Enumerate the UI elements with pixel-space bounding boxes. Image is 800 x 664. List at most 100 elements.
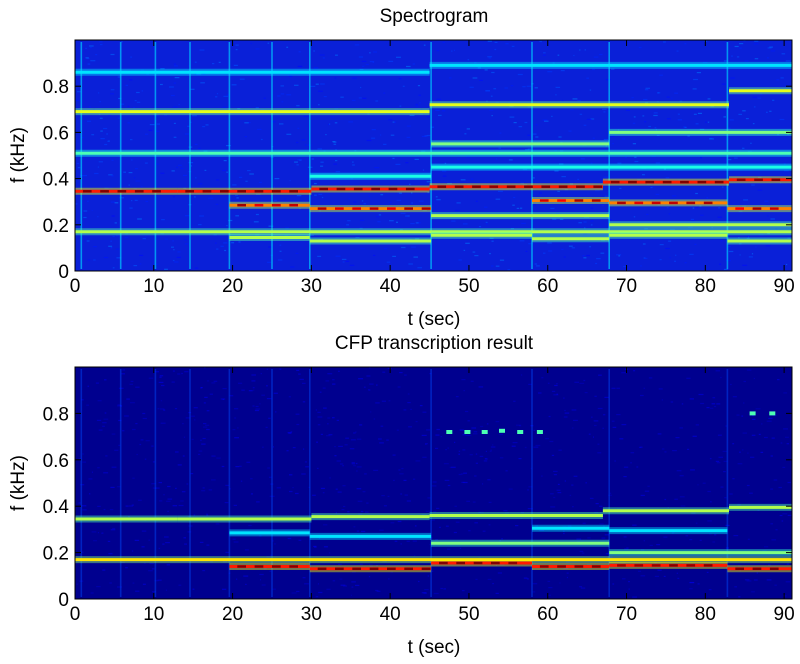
cfp-x-tick-label: 70 [616,604,637,625]
spectrogram-partial-5-peak [769,207,779,210]
cfp-partial-2-peak [369,567,379,570]
spectrogram-partial-5-peak [317,207,327,210]
spectrogram-partial-5-peak [651,201,661,205]
spectrogram-y-tick-label: 0 [58,262,69,283]
cfp-x-tick-label: 40 [380,604,401,625]
spectrogram-partial-5-peak [617,201,626,205]
spectrogram-partial-5-peak [272,204,281,207]
spectrogram-x-tick-label: 50 [458,276,479,297]
cfp-spot-5 [536,430,543,434]
spectrogram-x-tick-label: 10 [143,276,164,297]
cfp-spot-2 [481,430,488,434]
spectrogram-x-tick-label: 90 [774,276,795,297]
cfp-x-tick-label: 10 [143,604,164,625]
cfp-partial-2-peak [491,561,500,565]
spectrogram-partial-1-peak [371,187,380,191]
cfp-partial-2-peak [456,561,465,565]
spectrogram-y-axis-label: f (kHz) [8,127,29,183]
cfp-spot-0 [446,430,453,434]
spectrogram-y-tick-label: 0.6 [43,123,69,144]
cfp-partial-2-peak [237,565,246,568]
spectrogram-x-tick-label: 0 [70,276,81,297]
spectrogram-partial-1-peak [272,190,281,193]
spectrogram-partial-5-peak [539,199,549,202]
cfp-spot-6 [749,411,756,416]
spectrogram-partial-1-peak [541,185,551,188]
spectrogram-partial-1-peak [506,185,516,188]
spectrogram-partial-1-peak [645,180,655,184]
spectrogram-plot-area [74,39,793,272]
spectrogram-partial-5-peak [735,207,744,210]
spectrogram-partial-5-peak [369,207,379,210]
cfp-y-ticks: 0 0.2 0.4 0.6 0.8 [43,404,792,611]
spectrogram-partial-1-peak [202,190,212,193]
spectrogram-partial-1-peak [662,180,672,184]
cfp-y-axis-label: f (kHz) [8,455,29,511]
cfp-partial-2-peak [272,565,281,568]
spectrogram-x-axis-label: t (sec) [408,309,461,330]
cfp-spot-3 [499,428,505,433]
spectrogram-partial-1-peak [754,178,763,181]
cfp-partial-2-peak [591,565,601,568]
cfp-partial-2-peak [335,567,344,570]
spectrogram-partial-5-peak [634,201,644,205]
spectrogram-y-tick-label: 0.8 [43,77,69,98]
spectrogram-partial-1-peak [185,190,194,193]
cfp-partial-2-peak [735,567,744,570]
spectrogram-partial-1-peak [454,185,464,188]
spectrogram-partial-1-peak [82,190,92,193]
cfp-x-tick-label: 20 [222,604,243,625]
spectrogram-partial-1-peak [593,185,603,188]
cfp-partial-2-peak [387,567,396,570]
spectrogram-partial-1-peak [524,185,533,188]
spectrogram-partial-5-peak [557,199,566,202]
spectrogram-partial-1-peak [134,190,144,193]
cfp-partial-2-peak [752,567,762,570]
spectrogram-partial-5-peak [237,204,246,207]
spectrogram-partial-1-peak [100,190,109,193]
cfp-partial-2-peak [352,567,361,570]
cfp-y-tick-label: 0.8 [43,404,69,425]
spectrogram-partial-1-peak [220,190,229,193]
cfp-x-tick-label: 90 [774,604,795,625]
spectrogram-partial-1-peak [353,187,363,191]
spectrogram-partial-1-peak [771,178,781,181]
spectrogram-partial-1-peak [117,190,127,193]
spectrogram-partial-5-peak [387,207,396,210]
spectrogram-panel: Spectrogram 0 10 20 30 40 50 60 70 80 90 00.20.40… [8,6,795,330]
spectrogram-partial-1-peak [628,180,637,184]
spectrogram-partial-5-peak [421,207,431,210]
cfp-x-tick-label: 80 [695,604,716,625]
cfp-partial-2-peak [289,565,298,568]
spectrogram-partial-1-peak [472,185,481,188]
spectrogram-partial-5-peak [404,207,413,210]
spectrogram-partial-1-peak [289,190,298,193]
cfp-x-axis-label: t (sec) [408,637,461,658]
cfp-x-tick-label: 30 [301,604,322,625]
spectrogram-partial-5-peak [289,204,298,207]
spectrogram-partial-5-peak [752,207,762,210]
spectrogram-partial-5-peak [591,199,601,202]
cfp-partial-2-peak [769,567,779,570]
spectrogram-partial-1-peak [714,180,724,184]
spectrogram-partial-5-peak [254,204,264,207]
cfp-partial-2-peak [686,564,696,567]
spectrogram-partial-1-peak [736,178,746,181]
spectrogram-partial-1-peak [388,187,398,191]
cfp-partial-2-peak [539,565,549,568]
spectrogram-x-tick-label: 30 [301,276,322,297]
cfp-panel: CFP transcription result 0 10 20 30 40 50 60 70… [8,333,795,658]
spectrogram-x-tick-label: 80 [695,276,716,297]
cfp-partial-2-peak [617,564,626,567]
spectrogram-x-tick-label: 60 [537,276,558,297]
spectrogram-y-ticks: 0 0.2 0.4 0.6 0.8 [43,77,792,283]
spectrogram-partial-1-peak [405,187,415,191]
spectrogram-partial-1-peak [152,190,161,193]
spectrogram-partial-1-peak [336,187,346,191]
cfp-partial-2-peak [439,561,448,565]
cfp-partial-2-peak [317,567,327,570]
spectrogram-partial-1-peak [558,185,568,188]
spectrogram-x-tick-label: 40 [380,276,401,297]
cfp-partial-2-peak [508,561,518,565]
cfp-y-tick-label: 0 [58,590,69,611]
